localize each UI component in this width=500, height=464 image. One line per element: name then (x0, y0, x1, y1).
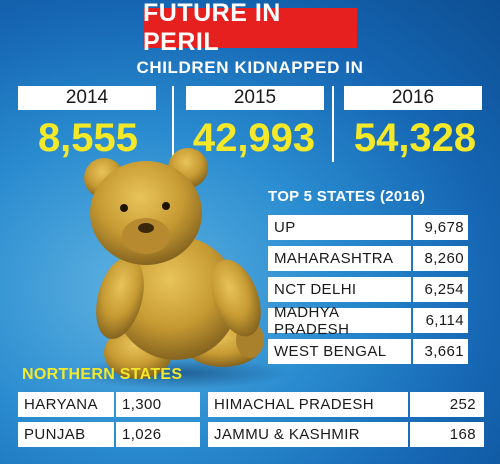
value-2014: 8,555 (37, 115, 139, 160)
state-value: 9,678 (413, 215, 468, 240)
year-label-2015: 2015 (186, 86, 324, 110)
state-name: UP (268, 215, 411, 240)
table-row: JAMMU & KASHMIR 168 (208, 422, 484, 447)
state-value: 168 (410, 422, 484, 447)
column-divider (172, 86, 174, 162)
year-label-2016: 2016 (344, 86, 482, 110)
state-value: 1,026 (116, 422, 200, 447)
state-name: HIMACHAL PRADESH (208, 392, 408, 417)
state-value: 1,300 (116, 392, 200, 417)
title-banner: FUTURE IN PERIL (143, 0, 357, 56)
state-value: 8,260 (413, 246, 468, 271)
table-row: HIMACHAL PRADESH 252 (208, 392, 484, 417)
state-name: NCT DELHI (268, 277, 411, 302)
table-row: HARYANA 1,300 (18, 392, 200, 417)
subtitle: CHILDREN KIDNAPPED IN (136, 58, 364, 77)
state-name: HARYANA (18, 392, 114, 417)
state-name: MAHARASHTRA (268, 246, 411, 271)
value-2015: 42,993 (192, 115, 316, 160)
state-value: 6,114 (413, 308, 468, 333)
table-row: PUNJAB 1,026 (18, 422, 200, 447)
state-value: 6,254 (413, 277, 468, 302)
state-name: WEST BENGAL (268, 339, 411, 364)
state-value: 3,661 (413, 339, 468, 364)
state-name: MADHYA PRADESH (268, 304, 411, 338)
northern-states-title: NORTHERN STATES (22, 366, 183, 383)
year-label-2014: 2014 (18, 86, 156, 110)
value-2016: 54,328 (353, 115, 477, 160)
column-divider (332, 86, 334, 162)
state-value: 252 (410, 392, 484, 417)
state-name: PUNJAB (18, 422, 114, 447)
teddy-bear-illustration (68, 148, 288, 388)
top-states-title: TOP 5 STATES (2016) (268, 188, 426, 205)
state-name: JAMMU & KASHMIR (208, 422, 408, 447)
